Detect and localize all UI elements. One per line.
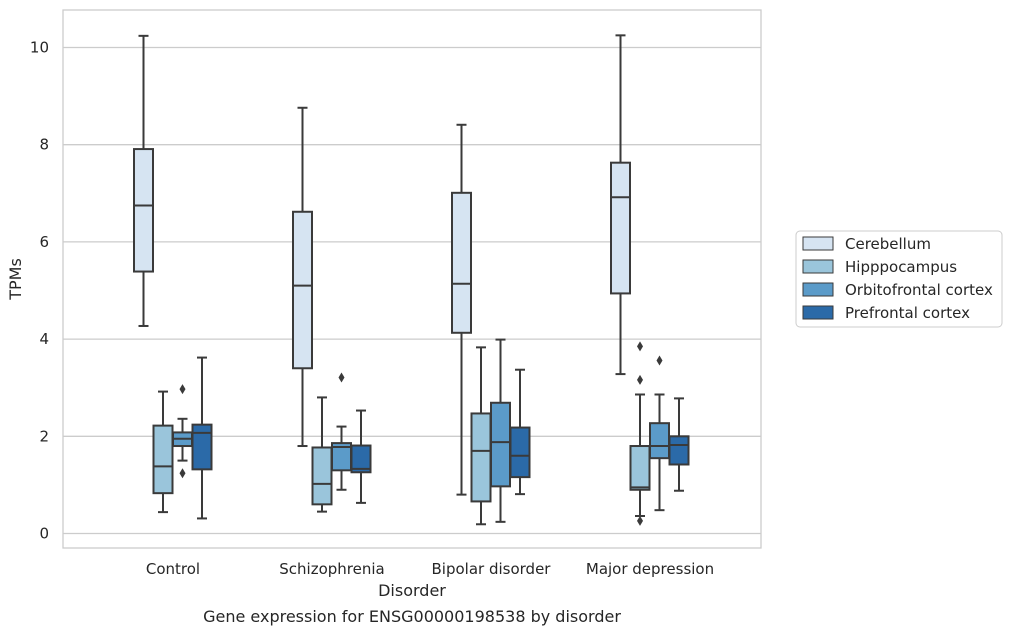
chart-caption: Gene expression for ENSG00000198538 by d… bbox=[203, 607, 621, 626]
x-tick-label: Schizophrenia bbox=[279, 560, 384, 578]
y-tick-label: 10 bbox=[30, 39, 49, 57]
outlier-point bbox=[179, 468, 186, 479]
box-body bbox=[649, 422, 670, 460]
box-2-4 bbox=[629, 341, 651, 526]
box-4-1 bbox=[191, 356, 213, 520]
box-1-1 bbox=[133, 34, 154, 327]
y-tick-label: 4 bbox=[39, 330, 49, 348]
outlier-point bbox=[338, 372, 345, 383]
box-body bbox=[490, 401, 511, 488]
legend-label: Hipppocampus bbox=[845, 258, 957, 276]
box-2-2 bbox=[311, 396, 333, 513]
legend-label: Orbitofrontal cortex bbox=[845, 281, 993, 299]
plot-frame bbox=[62, 9, 762, 549]
legend-label: Prefrontal cortex bbox=[845, 304, 970, 322]
box-4-4 bbox=[668, 397, 690, 492]
y-tick-label: 2 bbox=[39, 427, 49, 445]
outlier-point bbox=[637, 374, 643, 385]
box-body bbox=[191, 423, 213, 471]
outlier-point bbox=[656, 355, 663, 366]
box-3-4 bbox=[649, 355, 670, 512]
box-body bbox=[292, 210, 313, 370]
y-tick-label: 6 bbox=[39, 233, 49, 251]
outlier-point bbox=[637, 515, 643, 526]
legend-frame bbox=[795, 230, 1003, 328]
y-tick-label: 8 bbox=[39, 136, 49, 154]
box-body bbox=[509, 426, 531, 479]
box-4-3 bbox=[509, 368, 531, 496]
box-1-4 bbox=[610, 34, 631, 376]
box-body bbox=[350, 444, 372, 474]
boxes bbox=[133, 34, 690, 526]
box-body bbox=[629, 445, 651, 491]
outlier-point bbox=[179, 384, 186, 395]
box-body bbox=[311, 446, 333, 506]
box-body bbox=[470, 412, 492, 503]
legend-swatch bbox=[802, 259, 834, 274]
legend-swatch bbox=[802, 282, 834, 297]
y-tick-labels: 0 2 4 6 8 10 bbox=[30, 39, 49, 543]
box-4-2 bbox=[350, 409, 372, 504]
box-3-3 bbox=[490, 338, 511, 523]
x-tick-label: Bipolar disorder bbox=[432, 560, 552, 578]
legend-items: Cerebellum Hipppocampus Orbitofrontal cort… bbox=[802, 235, 993, 322]
box-2-1 bbox=[152, 390, 174, 514]
box-body bbox=[133, 148, 154, 273]
x-tick-labels: Control Schizophrenia Bipolar disorder Majo… bbox=[146, 560, 714, 578]
box-1-2 bbox=[292, 106, 313, 448]
legend-label: Cerebellum bbox=[845, 235, 931, 253]
box-body bbox=[451, 191, 472, 334]
x-tick-label: Control bbox=[146, 560, 200, 578]
box-body bbox=[152, 424, 174, 495]
box-1-3 bbox=[451, 123, 472, 496]
box-body bbox=[668, 435, 690, 466]
legend-swatch bbox=[802, 236, 834, 251]
x-axis-label: Disorder bbox=[378, 581, 446, 600]
legend-swatch bbox=[802, 305, 834, 320]
box-body bbox=[610, 161, 631, 295]
y-tick-label: 0 bbox=[39, 525, 49, 543]
y-axis-label: TPMs bbox=[6, 258, 25, 301]
legend: Cerebellum Hipppocampus Orbitofrontal cort… bbox=[795, 230, 1003, 328]
x-tick-label: Major depression bbox=[586, 560, 714, 578]
outlier-point bbox=[637, 341, 643, 352]
